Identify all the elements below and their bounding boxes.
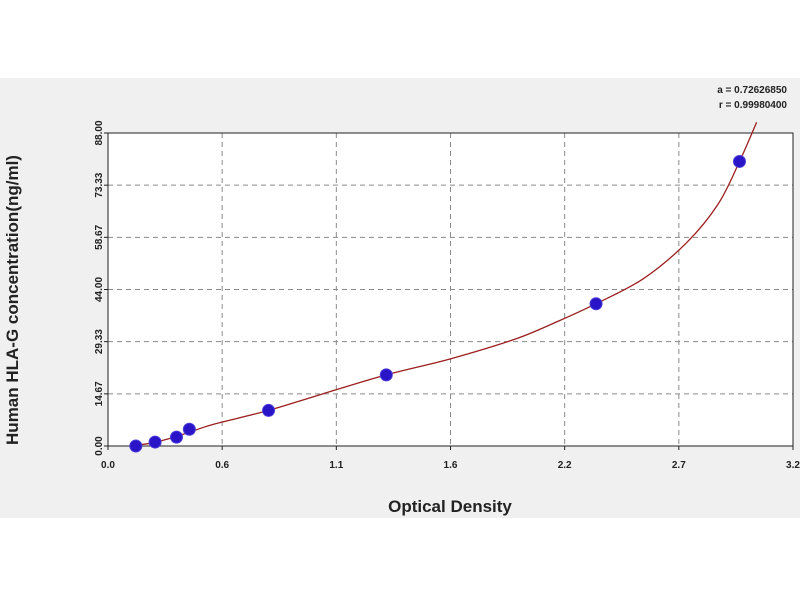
data-point: [262, 403, 276, 417]
y-tick-label: 29.33: [94, 329, 105, 354]
y-tick-label: 0.00: [94, 436, 105, 456]
x-tick-label: 2.7: [672, 460, 686, 471]
x-axis-label: Optical Density: [388, 497, 512, 516]
y-tick-label: 44.00: [94, 277, 105, 302]
x-tick-label: 0.6: [215, 460, 229, 471]
x-tick-label: 1.1: [329, 460, 343, 471]
y-axis-ticks: 0.00 14.67 29.33 44.00 58.67 73.33 88.00: [94, 120, 108, 456]
data-points: [129, 154, 746, 453]
y-tick-label: 58.67: [94, 224, 105, 249]
y-tick-label: 14.67: [94, 381, 105, 406]
x-tick-label: 3.2: [786, 460, 800, 471]
data-point: [589, 297, 603, 311]
annotation-a: a = 0.72626850: [717, 85, 787, 96]
y-tick-label: 88.00: [94, 120, 105, 145]
data-point: [148, 435, 162, 449]
grid-lines: [108, 133, 793, 446]
x-tick-label: 2.2: [558, 460, 572, 471]
y-axis-label: Human HLA-G concentration(ng/ml): [3, 155, 22, 445]
x-tick-label: 1.6: [444, 460, 458, 471]
data-point: [182, 422, 196, 436]
x-axis-ticks: 0.0 0.6 1.1 1.6 2.2 2.7 3.2: [101, 446, 800, 471]
data-point: [170, 430, 183, 444]
data-point: [732, 154, 746, 168]
x-tick-label: 0.0: [101, 460, 115, 471]
data-point: [129, 439, 143, 453]
y-tick-label: 73.33: [94, 172, 105, 197]
annotation-r: r = 0.99980400: [719, 100, 788, 111]
data-point: [379, 368, 393, 382]
